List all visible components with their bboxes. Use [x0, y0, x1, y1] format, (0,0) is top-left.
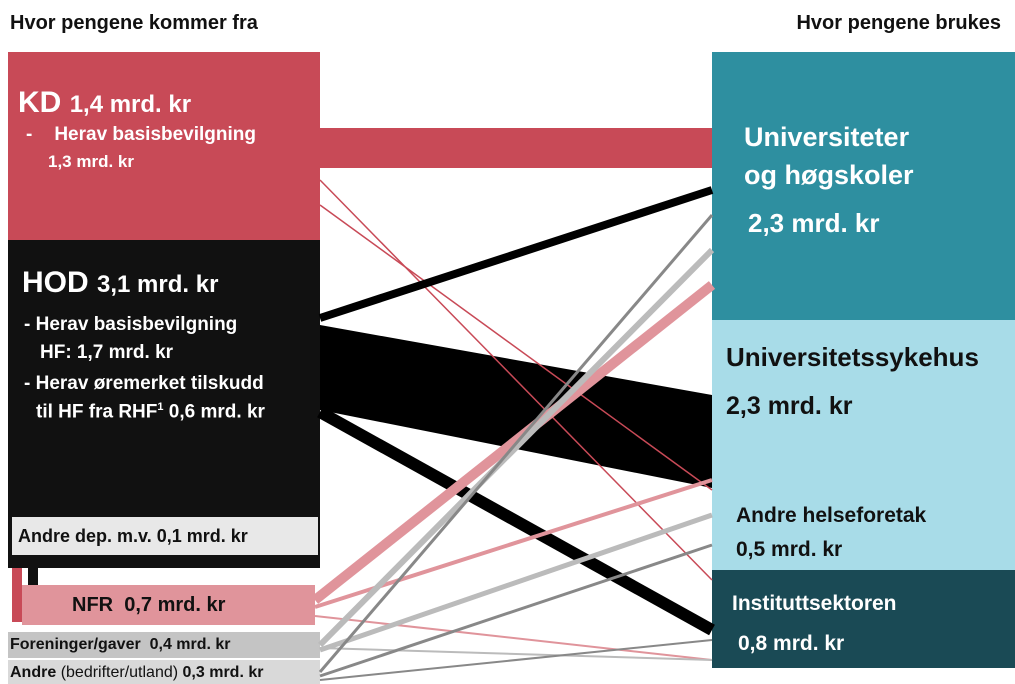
header-left: Hvor pengene kommer fra: [10, 12, 258, 34]
kd-amount: 1,4 mrd. kr: [69, 91, 192, 118]
inst-box: [712, 570, 1015, 668]
flow: [311, 281, 716, 604]
foreninger-amount: 0,4 mrd. kr: [149, 636, 231, 653]
hod-stub: [28, 568, 38, 586]
andre-box: [8, 660, 320, 684]
flow: [319, 512, 713, 653]
flow: [317, 247, 715, 648]
flow: [319, 179, 713, 581]
flow: [317, 406, 715, 636]
andre-amount: 0,3 mrd. kr: [182, 664, 264, 681]
kd-line1-text: Herav basisbevilgning: [54, 124, 257, 145]
nfr-name: NFR: [72, 594, 114, 616]
flow: [318, 214, 714, 673]
andre-detail: (bedrifter/utland): [60, 664, 179, 681]
flow: [319, 639, 713, 681]
uh-line2: og høgskoler: [744, 160, 914, 190]
foreninger-name: Foreninger/gaver: [10, 636, 141, 653]
kd-line2: 1,3 mrd. kr: [48, 152, 134, 171]
foreninger-label: Foreninger/gaver 0,4 mrd. kr: [10, 636, 231, 654]
flow: [319, 647, 713, 661]
us-box: [712, 320, 1015, 570]
foreninger-box: [8, 632, 320, 658]
us-amount: 2,3 mrd. kr: [726, 392, 853, 420]
hod-amount: 3,1 mrd. kr: [97, 271, 219, 298]
kd-dash: -: [26, 124, 33, 145]
uh-amount: 2,3 mrd. kr: [748, 208, 880, 238]
inst-name: Instituttsektoren: [732, 592, 897, 615]
andre-label: Andre (bedrifter/utland) 0,3 mrd. kr: [10, 664, 263, 682]
hod-title: HOD 3,1 mrd. kr: [22, 266, 218, 300]
hf-amount: 0,5 mrd. kr: [736, 538, 843, 561]
andre-name: Andre: [10, 664, 57, 681]
nfr-label: NFR 0,7 mrd. kr: [72, 594, 225, 617]
flow-lines: [311, 179, 716, 681]
hod-line4: til HF fra RHF1 0,6 mrd. kr: [36, 401, 265, 423]
kd-box: [8, 52, 320, 240]
andre-dep-label: Andre dep. m.v. 0,1 mrd. kr: [18, 526, 248, 546]
nfr-stub: [12, 568, 22, 622]
hod-box: [8, 240, 320, 515]
hod-line3: - Herav øremerket tilskudd: [24, 373, 264, 394]
kd-name: KD: [18, 86, 62, 119]
header-right: Hvor pengene brukes: [796, 12, 1001, 34]
us-name: Universitetssykehus: [726, 342, 979, 372]
hod-line2: HF: 1,7 mrd. kr: [40, 342, 174, 363]
inst-amount: 0,8 mrd. kr: [738, 632, 845, 655]
kd-line1: - Herav basisbevilgning: [26, 124, 256, 146]
flow: [320, 128, 712, 168]
flow: [314, 615, 713, 661]
uh-box: [712, 52, 1015, 320]
flow: [319, 543, 713, 678]
flow: [319, 204, 713, 491]
nfr-amount: 0,7 mrd. kr: [124, 594, 226, 616]
flow: [320, 325, 712, 488]
hod-footnote: 1: [157, 401, 164, 413]
uh-line1: Universiteter: [744, 122, 910, 152]
hod-line4b: 0,6 mrd. kr: [168, 401, 265, 423]
andre-dep-box: [12, 517, 318, 555]
flow: [318, 186, 714, 322]
hod-line1: - Herav basisbevilgning: [24, 314, 238, 335]
hod-name: HOD: [22, 266, 89, 299]
hod-line4-text: til HF fra RHF: [36, 401, 158, 423]
nfr-box: [22, 585, 315, 625]
hf-name: Andre helseforetak: [736, 504, 927, 527]
kd-title: KD 1,4 mrd. kr: [18, 86, 191, 120]
